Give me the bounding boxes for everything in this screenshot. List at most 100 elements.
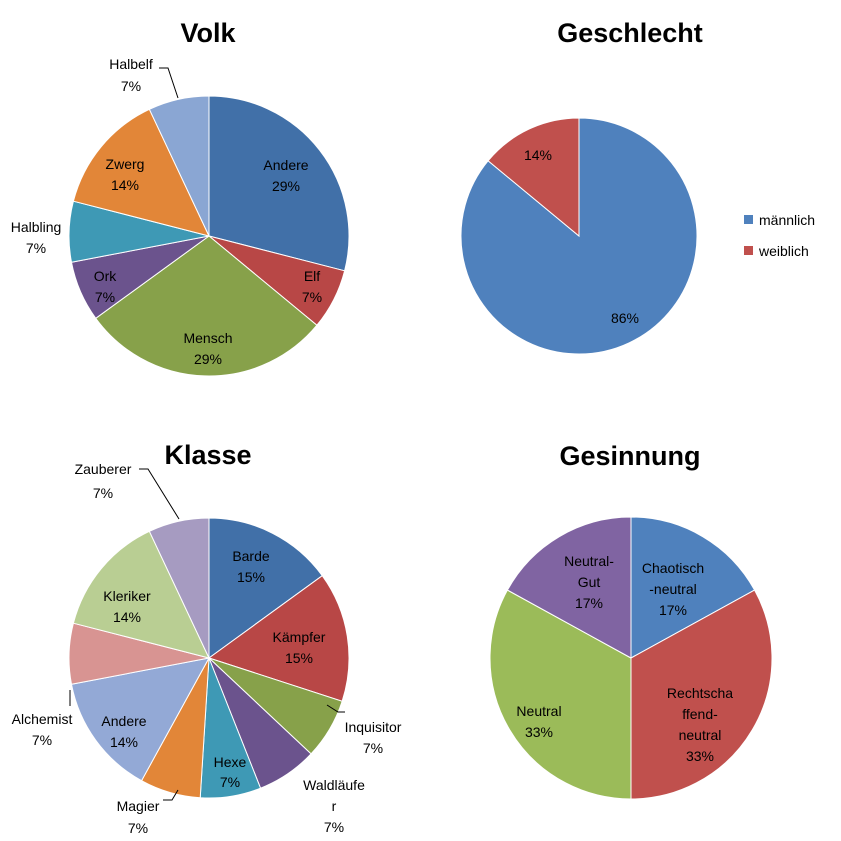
klasse-label-alchemist: Alchemist 7%: [12, 711, 73, 748]
gesinnung-label-neutral: Neutral 33%: [516, 703, 561, 740]
pie-volk: Andere 29% Elf 7% Mensch 29% Ork 7% Halbling 7% Zw…: [11, 56, 350, 377]
data-label-value: 7%: [220, 774, 240, 790]
data-label-name: Waldläufe: [303, 777, 365, 793]
data-label-value: 29%: [272, 178, 300, 194]
data-label-name: Mensch: [183, 330, 232, 346]
pie-gesinnung: Chaotisch -neutral 17% Rechtscha ffend-neutr…: [489, 516, 773, 800]
data-label-value: 7%: [32, 732, 52, 748]
gesinnung-label-rechtschaffend-neutral: Rechtscha ffend-neutral 33%: [667, 685, 733, 764]
klasse-label-magier: Magier 7%: [117, 798, 160, 836]
legend-item-weiblich: weiblich: [744, 243, 809, 259]
chart-title-gesinnung: Gesinnung: [560, 441, 701, 471]
data-label-name: Zwerg: [106, 156, 145, 172]
data-label-value: 17%: [575, 595, 603, 611]
data-label-name: ffend-: [682, 706, 718, 722]
data-label-name: Ork: [94, 268, 118, 284]
chart-title-geschlecht: Geschlecht: [557, 18, 703, 48]
data-label-name: r: [332, 798, 337, 814]
gesinnung-slice-chaotisch-neutral: [630, 516, 756, 659]
volk-label-ork: Ork 7%: [94, 268, 118, 305]
klasse-label-inquisitor: Inquisitor 7%: [345, 719, 402, 756]
data-label-value: 7%: [128, 820, 148, 836]
data-label-name: Halbling: [11, 219, 62, 235]
geschlecht-slice-weiblich: [487, 117, 580, 238]
data-label-name: -neutral: [649, 581, 696, 597]
data-label-value: 15%: [237, 569, 265, 585]
data-label-name: Barde: [232, 548, 270, 564]
data-label-value: 7%: [93, 485, 113, 501]
data-label-name: Neutral-: [564, 553, 614, 569]
data-label-value: 14%: [113, 609, 141, 625]
volk-label-mensch: Mensch 29%: [183, 330, 232, 367]
gesinnung-slice-neutral-gut: [506, 516, 632, 659]
legend-geschlecht: männlich weiblich: [744, 212, 815, 259]
volk-label-andere: Andere 29%: [263, 157, 308, 194]
data-label-value: 14%: [111, 177, 139, 193]
gesinnung-label-neutral-gut: Neutral- Gut 17%: [564, 553, 614, 611]
data-label-value: 14%: [110, 734, 138, 750]
data-label-value: 7%: [121, 78, 141, 94]
volk-label-zwerg: Zwerg 14%: [106, 156, 145, 193]
volk-leader-line-halbelf: [159, 67, 179, 99]
data-label-name: Inquisitor: [345, 719, 402, 735]
klasse-slice-andere: [70, 657, 210, 782]
volk-label-halbelf: Halbelf 7%: [109, 56, 153, 94]
chart-title-volk: Volk: [180, 18, 236, 48]
data-label-value: 7%: [26, 240, 46, 256]
volk-label-halbling: Halbling 7%: [11, 219, 62, 256]
geschlecht-label-männlich: 86%: [611, 310, 639, 326]
klasse-label-barde: Barde 15%: [232, 548, 270, 585]
data-label-name: Elf: [304, 268, 320, 284]
klasse-label-zauberer: Zauberer 7%: [75, 461, 132, 501]
klasse-label-kleriker: Kleriker 14%: [103, 588, 151, 625]
data-label-name: Gut: [578, 574, 601, 590]
volk-label-elf: Elf 7%: [302, 268, 322, 305]
data-label-name: Rechtscha: [667, 685, 733, 701]
klasse-slice-kleriker: [72, 530, 210, 659]
legend-swatch: [744, 215, 753, 224]
legend-swatch: [744, 246, 753, 255]
klasse-leader-line-zauberer: [139, 468, 180, 520]
klasse-leader-line-inquisitor: [326, 704, 345, 713]
data-label-value: 7%: [324, 819, 344, 835]
pie-klasse: Barde 15% Kämpfer 15% Inquisitor 7% Waldläufe r…: [12, 461, 402, 836]
legend-item-männlich: männlich: [744, 212, 815, 228]
data-label-name: Neutral: [516, 703, 561, 719]
klasse-label-waldläufe-r: Waldläufe r 7%: [303, 777, 365, 835]
data-label-value: 33%: [686, 748, 714, 764]
data-label-value: 7%: [302, 289, 322, 305]
data-label-name: Kleriker: [103, 588, 151, 604]
klasse-slice-kämpfer: [207, 575, 350, 702]
data-label-name: Hexe: [214, 754, 247, 770]
volk-slice-andere: [208, 95, 350, 272]
gesinnung-label-chaotisch-neutral: Chaotisch -neutral 17%: [642, 560, 704, 618]
volk-slice-zwerg: [72, 108, 210, 237]
gesinnung-slice-neutral: [489, 589, 632, 800]
klasse-label-hexe: Hexe 7%: [214, 754, 247, 790]
pie-geschlecht: 86% 14%: [460, 117, 698, 355]
klasse-slice-barde: [208, 517, 323, 659]
data-label-name: Magier: [117, 798, 160, 814]
data-label-value: 7%: [95, 289, 115, 305]
data-label-value: 86%: [611, 310, 639, 326]
data-label-name: Kämpfer: [273, 629, 326, 645]
geschlecht-label-weiblich: 14%: [524, 147, 552, 163]
data-label-name: Andere: [263, 157, 308, 173]
legend-label: weiblich: [758, 243, 809, 259]
volk-slice-mensch: [95, 235, 318, 377]
data-label-name: Zauberer: [75, 461, 132, 477]
data-label-name: Chaotisch: [642, 560, 704, 576]
chart-title-klasse: Klasse: [164, 440, 251, 470]
data-label-value: 33%: [525, 724, 553, 740]
data-label-name: Halbelf: [109, 56, 153, 72]
data-label-value: 7%: [363, 740, 383, 756]
legend-label: männlich: [759, 212, 815, 228]
klasse-leader-line-magier: [163, 789, 179, 801]
klasse-label-kämpfer: Kämpfer 15%: [273, 629, 326, 666]
data-label-name: neutral: [679, 727, 722, 743]
volk-slice-halbelf: [148, 95, 210, 237]
gesinnung-slice-rechtschaffend-neutral: [630, 589, 773, 800]
data-label-name: Andere: [101, 713, 146, 729]
data-label-value: 15%: [285, 650, 313, 666]
